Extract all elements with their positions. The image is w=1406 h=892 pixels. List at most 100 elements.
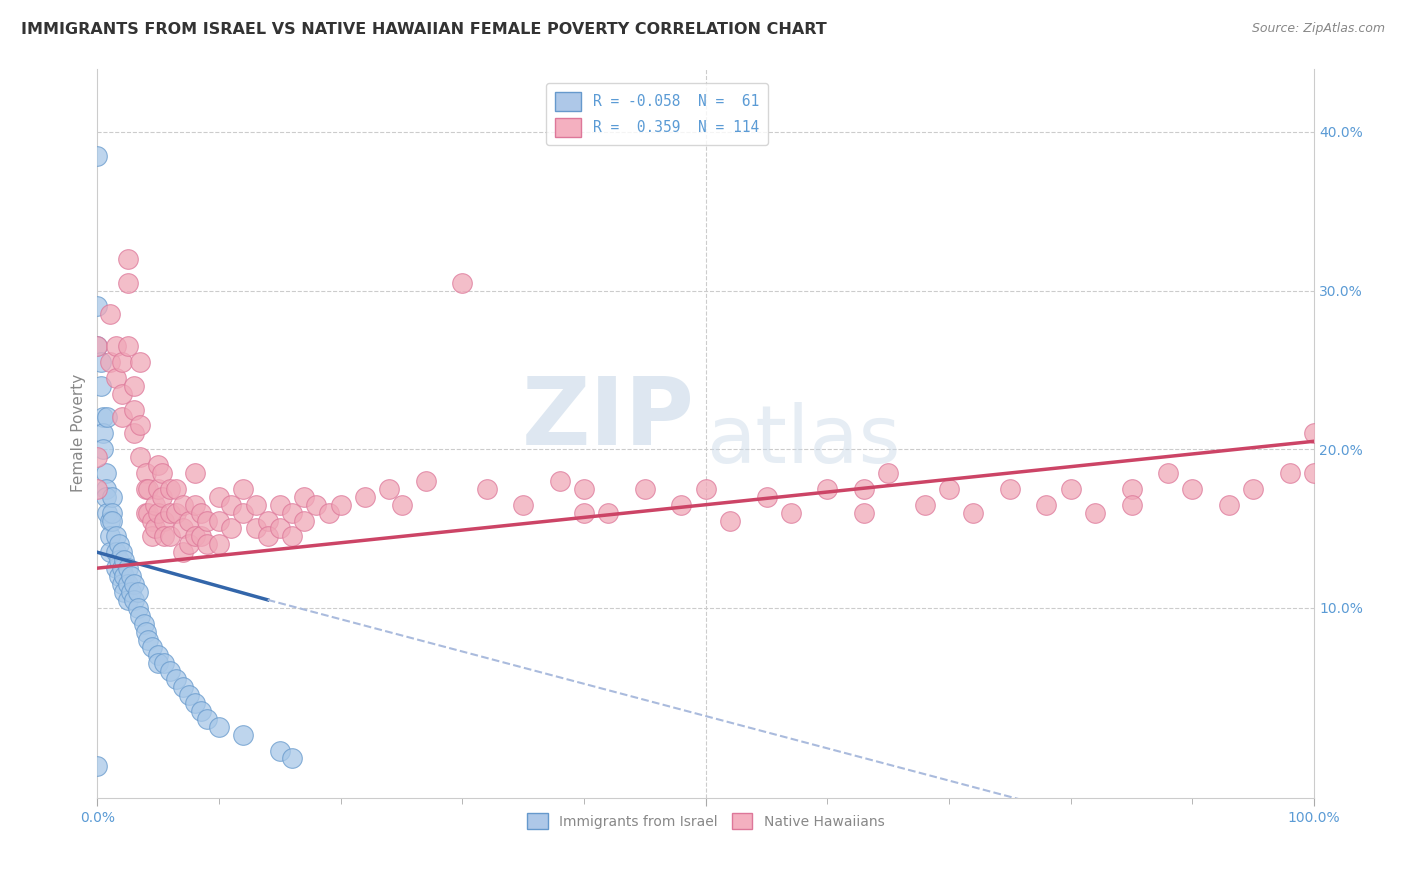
Point [150,490,173,504]
Point [94,466,117,480]
Point [120,585,142,599]
Point [98,307,121,321]
Point [183,529,205,543]
Point [104,371,127,385]
Point [108,537,131,551]
Point [1218,498,1240,512]
Point [183,696,205,710]
Point [135,466,157,480]
Point [150,466,173,480]
Point [101,514,124,528]
Point [256,529,278,543]
Point [219,521,242,535]
Point [141,529,163,543]
Point [93,426,115,441]
Point [98,545,121,559]
Point [190,529,212,543]
Point [1157,466,1180,480]
Point [111,545,134,559]
Point [1303,426,1326,441]
Point [256,514,278,528]
Point [138,482,160,496]
Point [122,402,145,417]
Point [111,386,134,401]
Point [111,410,134,425]
Point [159,506,181,520]
Point [852,482,875,496]
Point [98,529,121,543]
Point [86,300,108,314]
Point [292,490,315,504]
Point [122,426,145,441]
Point [141,640,163,655]
Point [598,506,620,520]
Point [148,648,170,663]
Point [208,537,231,551]
Point [93,410,115,425]
Point [132,616,155,631]
Point [165,506,187,520]
Point [138,632,160,647]
Point [634,482,657,496]
Point [852,506,875,520]
Point [1278,466,1301,480]
Point [962,506,984,520]
Point [195,537,218,551]
Point [245,521,267,535]
Point [269,521,291,535]
Point [281,529,304,543]
Text: atlas: atlas [706,401,900,480]
Point [391,498,413,512]
Point [86,339,108,353]
Point [177,514,200,528]
Point [148,458,170,472]
Point [86,450,108,464]
Point [190,506,212,520]
Point [1035,498,1057,512]
Point [111,561,134,575]
Point [177,537,200,551]
Point [172,521,194,535]
Point [127,600,149,615]
Point [96,506,118,520]
Point [129,418,152,433]
Point [148,506,170,520]
Point [354,490,377,504]
Point [135,506,157,520]
Point [190,704,212,718]
Point [104,339,127,353]
Point [292,514,315,528]
Point [90,355,112,369]
Point [122,577,145,591]
Point [219,498,242,512]
Point [86,149,108,163]
Point [138,506,160,520]
Point [245,498,267,512]
Point [86,339,108,353]
Point [281,506,304,520]
Text: Source: ZipAtlas.com: Source: ZipAtlas.com [1251,22,1385,36]
Text: IMMIGRANTS FROM ISRAEL VS NATIVE HAWAIIAN FEMALE POVERTY CORRELATION CHART: IMMIGRANTS FROM ISRAEL VS NATIVE HAWAIIA… [21,22,827,37]
Point [117,252,139,266]
Point [112,569,135,583]
Point [1241,482,1264,496]
Point [318,506,340,520]
Point [127,585,149,599]
Point [111,577,134,591]
Point [165,482,187,496]
Point [232,482,254,496]
Point [141,514,163,528]
Point [111,355,134,369]
Point [129,355,152,369]
Point [572,482,595,496]
Point [548,474,571,488]
Point [780,506,803,520]
Point [998,482,1021,496]
Y-axis label: Female Poverty: Female Poverty [72,375,86,492]
Point [117,339,139,353]
Point [122,378,145,392]
Point [159,665,181,679]
Point [451,276,474,290]
Point [112,585,135,599]
Point [117,276,139,290]
